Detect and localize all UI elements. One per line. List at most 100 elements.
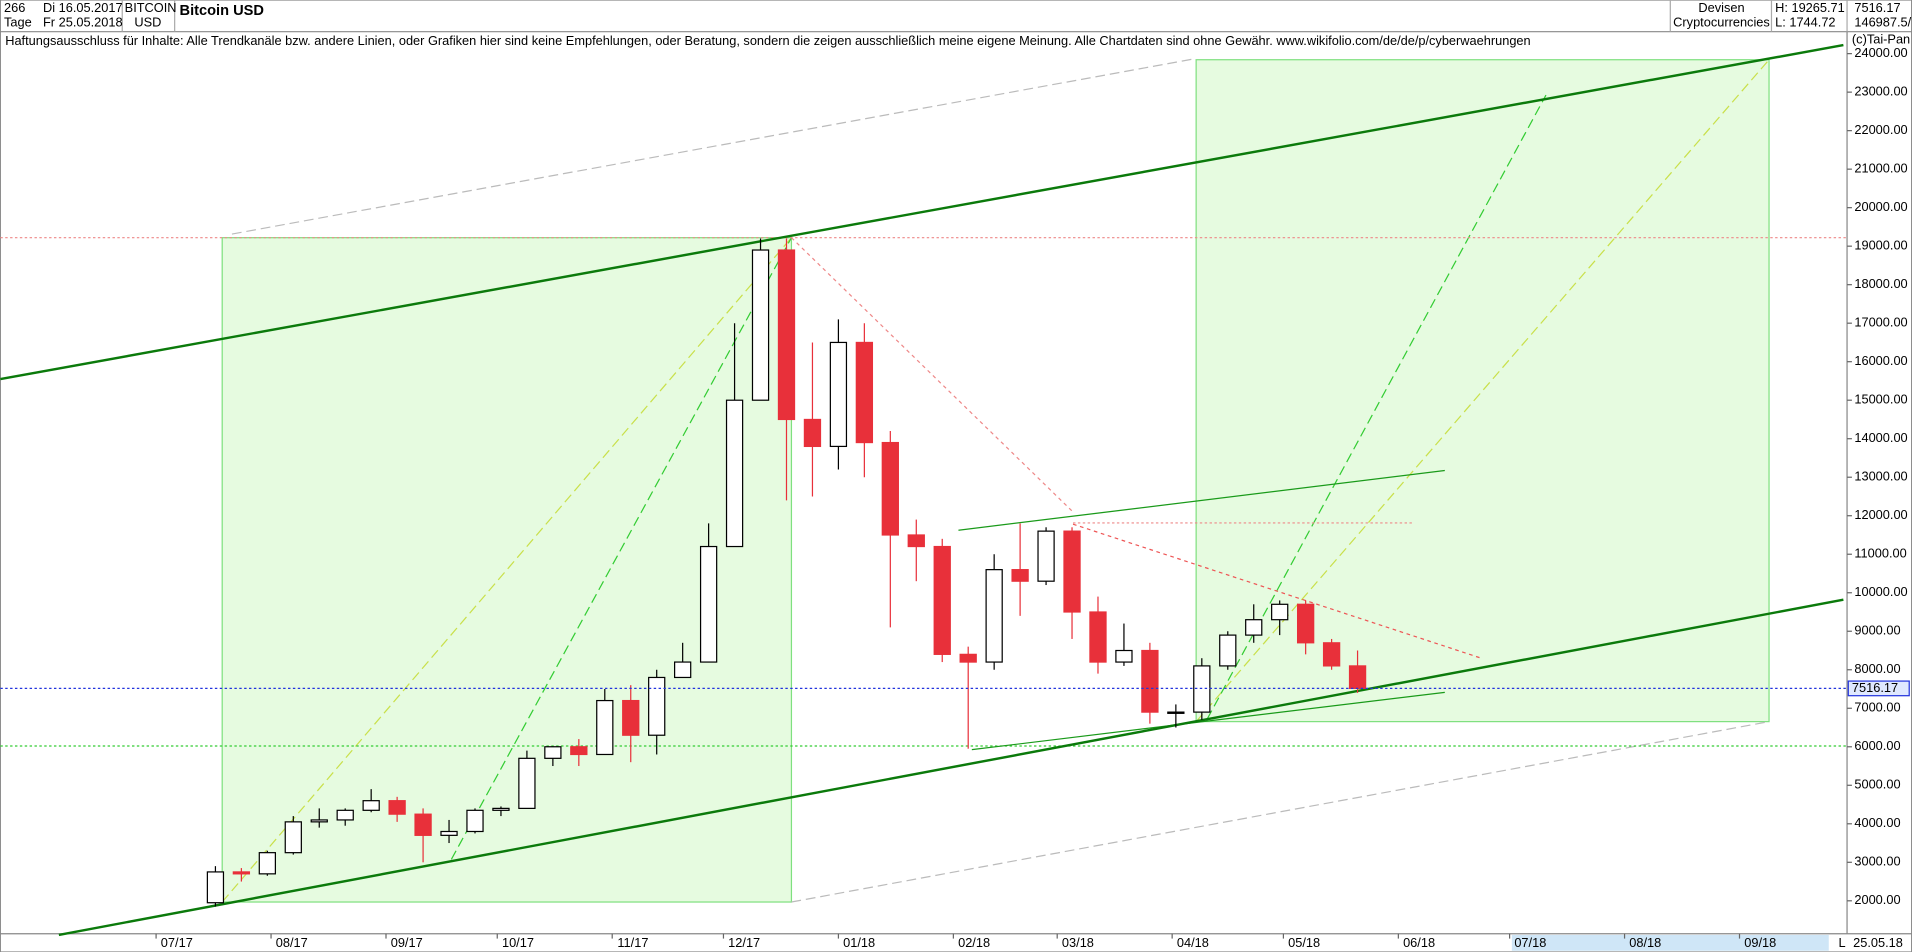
count[interactable]: 266 xyxy=(4,0,25,15)
x-tick-label: 04/18 xyxy=(1177,935,1209,950)
candle-body xyxy=(751,249,770,401)
last-price-label: 7516.17 xyxy=(1852,680,1898,695)
y-tick-label: 20000.00 xyxy=(1854,199,1907,214)
candle-body xyxy=(1011,569,1029,582)
candle-body xyxy=(1141,649,1159,713)
candle-body xyxy=(648,676,666,736)
y-tick-label: 5000.00 xyxy=(1854,777,1900,792)
candle-body xyxy=(1245,619,1263,636)
y-tick-label: 6000.00 xyxy=(1854,738,1900,753)
candle-body xyxy=(414,813,432,836)
x-tick-label: 06/18 xyxy=(1403,935,1435,950)
candle-body xyxy=(907,534,925,548)
candle-body xyxy=(466,809,484,833)
y-tick-label: 21000.00 xyxy=(1854,161,1907,176)
candle-body xyxy=(258,852,276,875)
x-tick-label: 09/17 xyxy=(391,935,423,950)
dashed-line xyxy=(231,57,1197,235)
y-tick-label: 19000.00 xyxy=(1854,238,1907,253)
candle-body xyxy=(881,441,899,536)
candle-body xyxy=(388,800,406,815)
future-range xyxy=(1511,934,1829,951)
y-tick-label: 8000.00 xyxy=(1854,661,1900,676)
last-price-box xyxy=(1847,680,1910,697)
last: 7516.17 xyxy=(1854,0,1900,15)
low: L: 1744.72 xyxy=(1775,15,1835,30)
high: H: 19265.71 xyxy=(1775,0,1845,15)
from-day[interactable]: Di 16.05.2017 xyxy=(43,0,123,15)
candle-body xyxy=(1037,530,1055,582)
candle-body xyxy=(959,653,977,663)
copyright: (c)Tai-Pan xyxy=(1852,32,1910,47)
candle-body xyxy=(1296,603,1315,644)
x-tick-label: 02/18 xyxy=(958,935,990,950)
period[interactable]: Tage xyxy=(4,15,32,30)
x-tick-label: 08/17 xyxy=(276,935,308,950)
y-tick-label: 12000.00 xyxy=(1854,507,1907,522)
y-tick-label: 13000.00 xyxy=(1854,469,1907,484)
trend-line xyxy=(971,691,1445,751)
to-day[interactable]: Fr 25.05.2018 xyxy=(43,15,123,30)
x-tick-label: 11/17 xyxy=(617,935,648,950)
candle-body xyxy=(1219,634,1237,667)
x-tick-label: 03/18 xyxy=(1062,935,1094,950)
candle-body xyxy=(803,418,822,448)
candle-body xyxy=(829,341,848,448)
candle-body xyxy=(492,807,510,811)
candle-body xyxy=(699,545,718,663)
candle-body xyxy=(985,569,1003,663)
y-tick-label: 7000.00 xyxy=(1854,700,1900,715)
x-tick-label: 12/17 xyxy=(728,935,760,950)
volume: 146987.5/1 xyxy=(1854,15,1912,30)
y-tick-label: 3000.00 xyxy=(1854,854,1900,869)
x-tick-label: 10/17 xyxy=(502,935,534,950)
candle-body xyxy=(206,871,225,904)
x-tick-label: 08/18 xyxy=(1629,935,1661,950)
channel-box xyxy=(1195,59,1770,723)
x-tick-label: 01/18 xyxy=(843,935,875,950)
x-tick-label: 07/18 xyxy=(1514,935,1546,950)
symbol: BITCOIN xyxy=(125,0,177,15)
scale-mode[interactable]: L xyxy=(1839,935,1846,950)
market: Devisen xyxy=(1698,0,1744,15)
trend-line xyxy=(58,598,1844,937)
candle-body xyxy=(933,545,951,655)
candle-body xyxy=(310,819,328,823)
y-tick-label: 14000.00 xyxy=(1854,430,1907,445)
candle-body xyxy=(1348,665,1367,689)
candle-body xyxy=(674,661,692,679)
candle-body xyxy=(596,699,614,756)
candle-body xyxy=(1167,711,1185,714)
candle-body xyxy=(855,341,874,444)
candle-body xyxy=(777,249,796,421)
drawings xyxy=(0,43,1848,937)
y-tick-label: 10000.00 xyxy=(1854,584,1907,599)
candle-body xyxy=(232,871,251,875)
x-tick-label: 05/18 xyxy=(1288,935,1320,950)
trend-line xyxy=(958,469,1445,531)
end-date: 25.05.18 xyxy=(1853,935,1903,950)
dashed-line xyxy=(1206,94,1547,720)
candle-body xyxy=(440,830,458,836)
y-tick-label: 4000.00 xyxy=(1854,815,1900,830)
y-tick-label: 2000.00 xyxy=(1854,892,1900,907)
candle-body xyxy=(1271,603,1289,621)
y-tick-label: 23000.00 xyxy=(1854,84,1907,99)
y-tick-label: 16000.00 xyxy=(1854,353,1907,368)
candle-body xyxy=(1115,649,1133,663)
x-tick-label: 07/17 xyxy=(161,935,193,950)
channel-box xyxy=(221,237,793,903)
candle-body xyxy=(518,757,536,809)
dashed-line xyxy=(791,721,1770,903)
candle-body xyxy=(362,800,380,811)
candle-body xyxy=(570,746,588,756)
y-tick-label: 18000.00 xyxy=(1854,276,1907,291)
candle-body xyxy=(1063,530,1081,613)
trend-line xyxy=(0,43,1844,381)
y-tick-label: 15000.00 xyxy=(1854,392,1907,407)
candle-body xyxy=(284,821,302,854)
y-tick-label: 22000.00 xyxy=(1854,122,1907,137)
candle-body xyxy=(1322,642,1341,667)
y-tick-label: 11000.00 xyxy=(1854,546,1906,561)
